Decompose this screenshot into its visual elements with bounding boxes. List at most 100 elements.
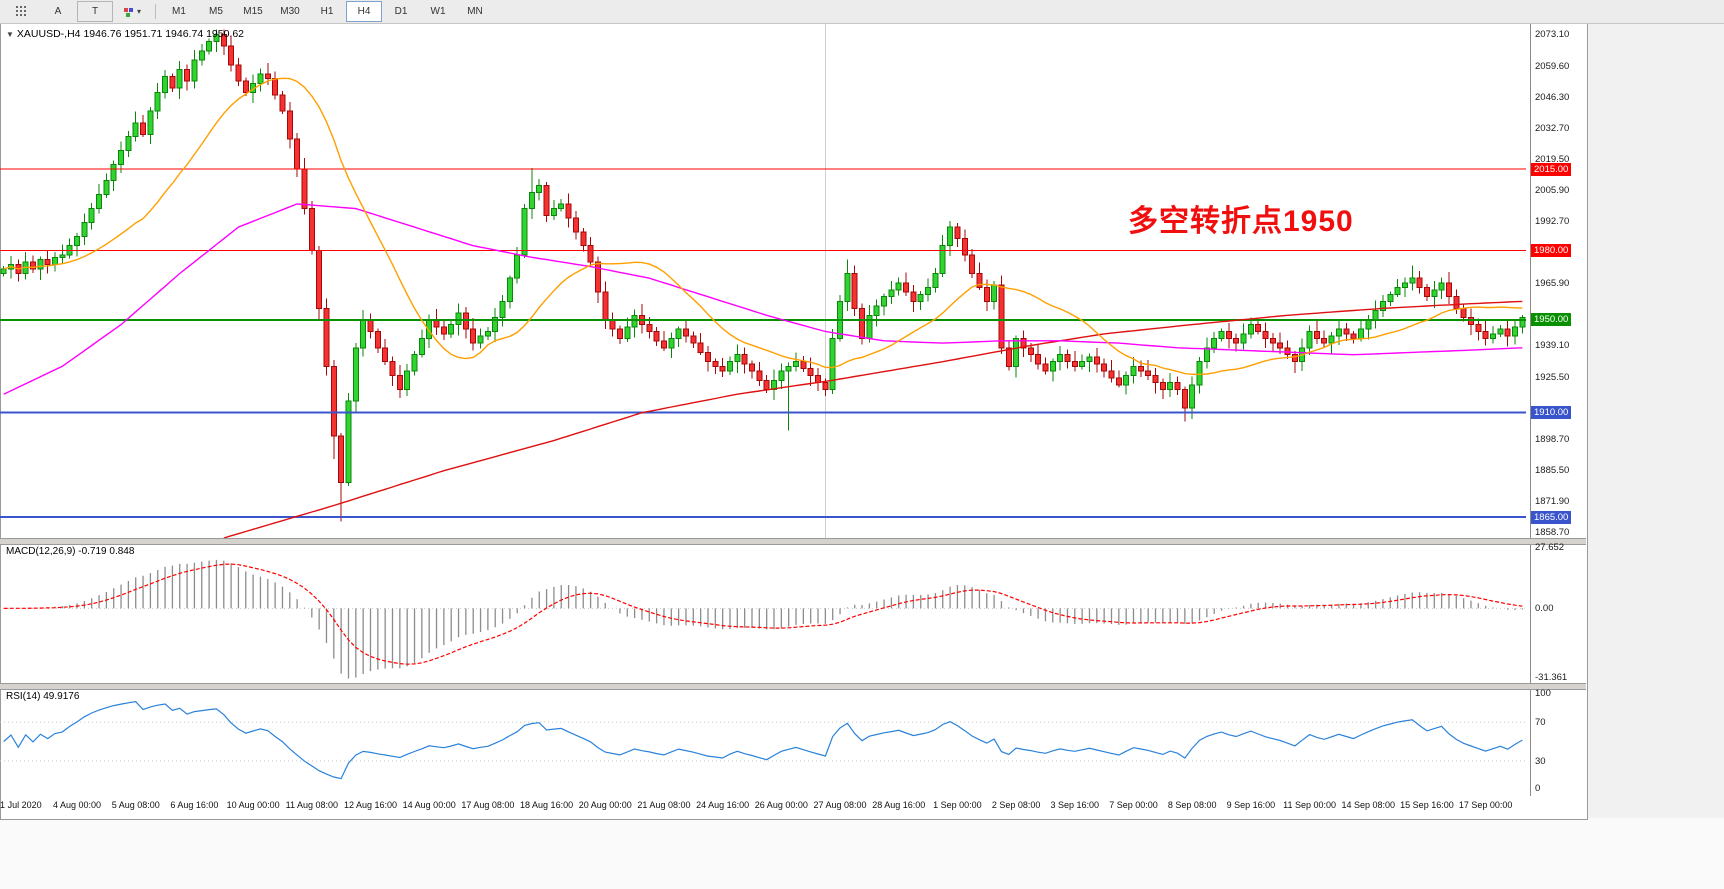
chart-text-annotation[interactable]: 多空转折点1950 [1128,205,1354,238]
candle-body [37,259,44,270]
candle-body [140,122,147,135]
price-axis-label: 1925.50 [1535,371,1570,383]
time-axis-label: 11 Aug 08:00 [285,800,338,810]
candle-body [1049,361,1056,372]
candle-body [389,361,396,377]
candle-body [748,363,755,372]
candle-body [360,319,367,349]
candle-body [88,208,95,224]
candle-body [1167,382,1174,391]
candle-body [448,324,455,335]
candle-body [1152,375,1159,384]
time-axis-label: 26 Aug 00:00 [754,800,808,810]
candle-body [440,326,447,335]
candle-body [220,34,227,47]
timeframe-m5[interactable]: M5 [209,6,223,17]
chevron-down-icon: ▾ [136,7,141,16]
price-axis-label: 2032.70 [1535,123,1570,135]
timeframe-m1[interactable]: M1 [172,6,186,17]
candle-body [1460,307,1467,319]
time-axis-label: 8 Sep 08:00 [1167,800,1217,810]
timeframe-m30[interactable]: M30 [280,6,300,17]
candle-body [947,226,954,247]
timeframe-mn[interactable]: MN [467,6,483,17]
candle-body [147,110,154,135]
candle-body [1064,354,1071,363]
macd-axis-label: -31.361 [1535,672,1568,683]
timeframe-w1[interactable]: W1 [430,6,446,17]
candle-body [903,282,910,293]
candle-body [308,208,315,251]
time-axis-label: 17 Aug 08:00 [461,800,515,810]
cursor-a-label: A [54,6,62,17]
rsi-canvas[interactable] [0,688,1530,795]
candle-body [1108,370,1115,379]
candle-body [917,293,924,302]
panel-splitter[interactable] [0,538,1586,545]
timeframe-h4[interactable]: H4 [346,1,382,22]
candle-body [1416,277,1423,288]
ma-fast-line [3,77,1523,375]
candle-body [851,273,858,309]
candle-body [279,94,286,112]
time-axis-label: 15 Sep 16:00 [1400,800,1454,810]
ma-slow-line [223,300,1523,538]
candle-body [396,375,403,391]
candle-body [991,284,998,302]
candle-body [565,203,572,219]
price-chart-canvas[interactable] [0,23,1530,538]
candle-body [330,365,337,437]
toolbar-separator [155,4,156,19]
candle-body [1145,370,1152,377]
tick-chart-button[interactable] [3,1,39,22]
candle-body [1497,328,1504,335]
candle-body [1218,331,1225,339]
candle-body [859,307,866,339]
timeframe-m15[interactable]: M15 [243,6,263,17]
candle-body [477,335,484,344]
candle-body [418,337,425,356]
candle-body [771,379,778,391]
candle-body [807,368,814,377]
candle-body [719,365,726,372]
candle-body [484,331,491,337]
candle-body [132,122,139,138]
candle-body [866,314,873,339]
candle-body [1211,337,1218,349]
candle-body [154,92,161,112]
price-level-tag-1950.00: 1950.00 [1531,313,1572,327]
candle-body [44,259,51,265]
candle-body [558,203,565,210]
price-axis-label: 1871.90 [1535,496,1570,508]
price-axis-label: 1858.70 [1535,526,1570,538]
timeframe-d1[interactable]: D1 [394,6,408,17]
candle-body [1005,347,1012,367]
ohlc-values: 1946.76 1951.71 1946.74 1950.62 [83,28,245,40]
cursor-a-button[interactable]: A [40,1,76,22]
time-axis-label: 21 Aug 08:00 [637,800,691,810]
expander-icon[interactable]: ▼ [6,30,14,39]
candle-body [1379,300,1386,312]
price-axis-label: 2073.10 [1535,29,1570,41]
candle-body [1086,356,1093,363]
panel-splitter[interactable] [0,683,1586,690]
candle-body [1247,324,1254,335]
candle-body [506,277,513,302]
candle-body [954,226,961,240]
candle-body [631,314,638,328]
candle-body [433,319,440,328]
candle-body [1027,347,1034,356]
colors-dropdown-button[interactable]: ▾ [114,1,150,22]
time-axis-label: 12 Aug 16:00 [343,800,398,810]
candle-body [624,326,631,339]
candle-body [976,273,983,288]
time-axis-label: 18 Aug 16:00 [520,800,574,810]
candle-body [521,208,528,256]
timeframe-h1[interactable]: H1 [320,6,334,17]
candle-body [1093,356,1100,365]
candle-body [1511,326,1518,337]
candle-body [286,110,293,140]
macd-canvas[interactable] [0,543,1530,683]
candle-body [1189,384,1196,409]
text-tool-button[interactable]: T [77,1,113,22]
